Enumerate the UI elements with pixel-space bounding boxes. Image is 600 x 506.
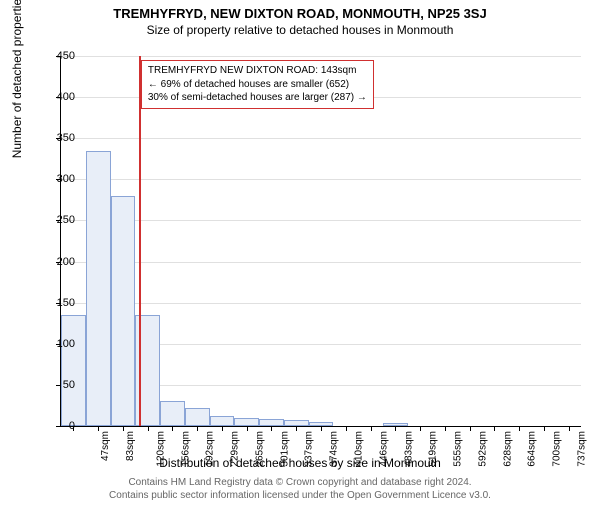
reference-annotation: TREMHYFRYD NEW DIXTON ROAD: 143sqm← 69% … xyxy=(141,60,374,109)
histogram-bar xyxy=(86,151,111,426)
x-tick-mark xyxy=(172,426,173,431)
histogram-bar xyxy=(210,416,235,426)
histogram-bar xyxy=(111,196,136,426)
x-tick-mark xyxy=(395,426,396,431)
x-tick-mark xyxy=(222,426,223,431)
footer-attribution: Contains HM Land Registry data © Crown c… xyxy=(0,477,600,502)
reference-line xyxy=(139,56,141,426)
y-tick-label: 200 xyxy=(45,256,75,268)
y-tick-label: 350 xyxy=(45,132,75,144)
chart-subtitle: Size of property relative to detached ho… xyxy=(0,23,600,37)
y-tick-label: 450 xyxy=(45,50,75,62)
annotation-line-1: TREMHYFRYD NEW DIXTON ROAD: 143sqm xyxy=(148,64,367,78)
x-tick-mark xyxy=(296,426,297,431)
x-tick-mark xyxy=(420,426,421,431)
x-tick-mark xyxy=(346,426,347,431)
x-tick-mark xyxy=(197,426,198,431)
x-tick-mark xyxy=(519,426,520,431)
x-tick-mark xyxy=(271,426,272,431)
y-tick-label: 50 xyxy=(45,379,75,391)
x-tick-mark xyxy=(98,426,99,431)
x-tick-mark xyxy=(569,426,570,431)
x-tick-mark xyxy=(445,426,446,431)
chart-title: TREMHYFRYD, NEW DIXTON ROAD, MONMOUTH, N… xyxy=(0,6,600,21)
footer-line-2: Contains public sector information licen… xyxy=(109,490,491,501)
x-tick-mark xyxy=(544,426,545,431)
x-tick-mark xyxy=(321,426,322,431)
y-axis-label: Number of detached properties xyxy=(10,0,24,158)
y-tick-label: 400 xyxy=(45,91,75,103)
x-tick-mark xyxy=(470,426,471,431)
y-tick-label: 0 xyxy=(45,420,75,432)
x-tick-mark xyxy=(123,426,124,431)
y-tick-label: 300 xyxy=(45,173,75,185)
annotation-line-3: 30% of semi-detached houses are larger (… xyxy=(148,91,367,105)
y-tick-label: 150 xyxy=(45,297,75,309)
y-tick-label: 100 xyxy=(45,338,75,350)
x-tick-mark xyxy=(371,426,372,431)
histogram-bar xyxy=(61,315,86,426)
x-tick-mark xyxy=(494,426,495,431)
y-tick-label: 250 xyxy=(45,214,75,226)
x-axis-label: Distribution of detached houses by size … xyxy=(0,456,600,470)
footer-line-1: Contains HM Land Registry data © Crown c… xyxy=(128,477,471,488)
histogram-bar xyxy=(160,401,185,426)
x-tick-mark xyxy=(247,426,248,431)
histogram-bar xyxy=(234,418,259,426)
chart-plot-area: 47sqm83sqm120sqm156sqm192sqm229sqm265sqm… xyxy=(60,56,581,427)
histogram-bar xyxy=(185,408,210,426)
x-tick-mark xyxy=(148,426,149,431)
annotation-line-2: ← 69% of detached houses are smaller (65… xyxy=(148,78,367,92)
